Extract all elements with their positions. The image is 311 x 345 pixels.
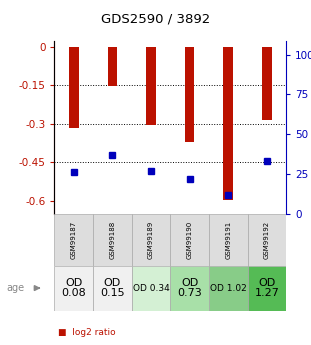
Bar — [209, 214, 248, 266]
Text: OD
0.08: OD 0.08 — [61, 278, 86, 298]
Text: OD
0.15: OD 0.15 — [100, 278, 125, 298]
Bar — [185, 47, 194, 142]
Text: GSM99187: GSM99187 — [71, 221, 77, 259]
Bar — [146, 47, 156, 125]
Bar — [170, 214, 209, 266]
Bar — [248, 266, 286, 311]
Text: OD
0.73: OD 0.73 — [177, 278, 202, 298]
Bar — [132, 214, 170, 266]
Text: OD 1.02: OD 1.02 — [210, 284, 247, 293]
Bar — [132, 266, 170, 311]
Text: GSM99189: GSM99189 — [148, 221, 154, 259]
Text: ■  log2 ratio: ■ log2 ratio — [58, 328, 115, 337]
Bar — [248, 214, 286, 266]
Bar — [209, 266, 248, 311]
Bar — [69, 47, 79, 128]
Bar — [54, 214, 93, 266]
Text: OD
1.27: OD 1.27 — [254, 278, 279, 298]
Text: GDS2590 / 3892: GDS2590 / 3892 — [101, 12, 210, 25]
Bar — [93, 214, 132, 266]
Text: GSM99190: GSM99190 — [187, 221, 193, 259]
Text: GSM99192: GSM99192 — [264, 221, 270, 259]
Text: GSM99191: GSM99191 — [225, 221, 231, 259]
Bar — [223, 47, 233, 200]
Text: GSM99188: GSM99188 — [109, 221, 115, 259]
Text: OD 0.34: OD 0.34 — [132, 284, 169, 293]
Text: age: age — [6, 283, 24, 293]
Bar — [108, 47, 117, 87]
Bar — [93, 266, 132, 311]
Bar — [54, 266, 93, 311]
Bar — [262, 47, 272, 120]
Bar — [170, 266, 209, 311]
